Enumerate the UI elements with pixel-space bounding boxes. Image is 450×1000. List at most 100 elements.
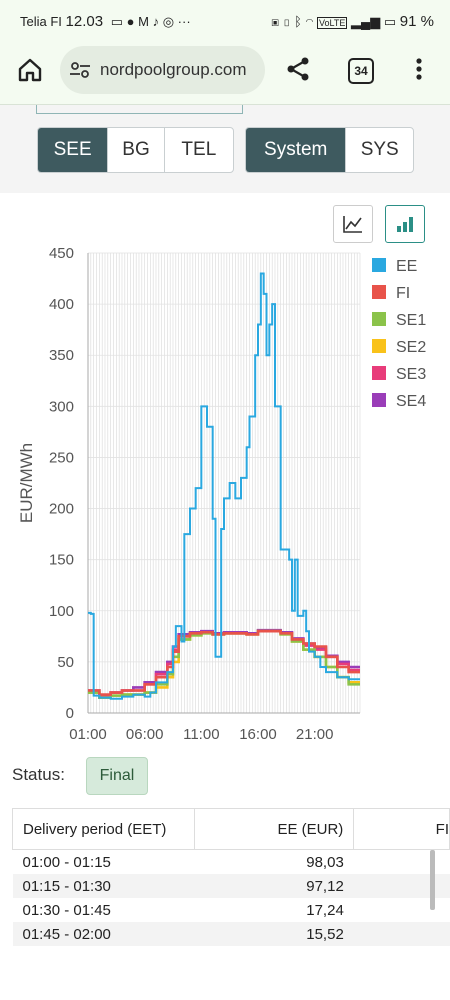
y-tick-label: 450 xyxy=(49,245,74,262)
legend-label-ee: EE xyxy=(396,258,417,275)
x-tick-label: 01:00 xyxy=(69,726,107,743)
bar-chart-icon xyxy=(397,217,413,232)
y-tick-label: 100 xyxy=(49,603,74,620)
price-chart-panel: 0 50 100 150 200 250 300 350 400 450 01:00 06:00 11:… xyxy=(0,193,450,753)
row-ee-price: 15,52 xyxy=(194,922,354,946)
table-row: 01:00 - 01:15 98,03 xyxy=(13,850,450,875)
notification-icons: ▭ ● M ♪ ◎ ··· xyxy=(111,14,191,29)
kebab-menu-icon xyxy=(416,58,422,80)
legend-label-se4: SE4 xyxy=(396,393,426,410)
series-line-fi xyxy=(88,629,360,696)
table-row: 01:15 - 01:30 97,12 xyxy=(12,874,450,898)
status-left: Telia FI 12.03 ▭ ● M ♪ ◎ ··· xyxy=(20,13,191,30)
more-icon: ··· xyxy=(177,14,191,29)
header-ee-eur[interactable]: EE (EUR) xyxy=(194,808,355,850)
table-header-row: Delivery period (EET) EE (EUR) FI xyxy=(11,808,450,850)
legend-swatch-se3 xyxy=(372,366,386,380)
y-tick-label: 300 xyxy=(49,398,74,415)
row-period: 01:00 - 01:15 xyxy=(22,853,111,871)
row-fi-price xyxy=(353,874,450,898)
url-text: nordpoolgroup.com xyxy=(100,60,247,79)
table-row: 01:45 - 02:00 15,52 xyxy=(12,922,450,946)
gmail-icon: M xyxy=(138,14,149,29)
tiktok-icon: ♪ xyxy=(152,14,160,29)
price-chart: 0 50 100 150 200 250 300 350 400 450 01:00 06:00 11:… xyxy=(17,245,426,743)
selector-panel: SEE BG TEL System SYS xyxy=(0,105,450,193)
y-tick-label: 400 xyxy=(49,296,74,313)
x-tick-label: 11:00 xyxy=(183,726,219,743)
table-row: 01:30 - 01:45 17,24 xyxy=(13,898,450,922)
view-system-button[interactable]: System xyxy=(246,128,347,172)
series-line-ee xyxy=(88,272,360,700)
x-tick-label: 16:00 xyxy=(239,726,277,743)
view-selector: System SYS xyxy=(245,127,414,173)
y-tick-label: 200 xyxy=(49,501,74,518)
carrier-label: Telia FI xyxy=(20,14,62,29)
row-period: 01:15 - 01:30 xyxy=(12,874,195,898)
y-tick-label: 350 xyxy=(49,347,74,364)
battery-percent: 91 % xyxy=(399,13,434,30)
wifi-icon: ◠ xyxy=(305,14,314,29)
browser-toolbar: nordpoolgroup.com 34 xyxy=(0,40,450,105)
row-period: 01:45 - 02:00 xyxy=(12,922,195,946)
line-chart-icon xyxy=(343,216,362,233)
home-icon xyxy=(18,58,42,82)
x-tick-label: 21:00 xyxy=(296,726,334,743)
home-button[interactable] xyxy=(14,54,46,86)
status-badge: Final xyxy=(86,757,148,795)
instagram-icon: ◎ xyxy=(162,14,175,29)
legend-swatch-se4 xyxy=(372,393,386,407)
bar-chart-button[interactable] xyxy=(385,205,425,243)
tab-switcher-button[interactable]: 34 xyxy=(348,58,374,84)
table-scrollbar[interactable] xyxy=(430,850,435,910)
status-right: ▣ ▯ ᛒ ◠ VoLTE ▂▄▆ ▭ 91 % xyxy=(271,13,434,30)
volte-icon: VoLTE xyxy=(317,17,348,29)
area-tel-button[interactable]: TEL xyxy=(181,139,217,160)
clock: 12.03 xyxy=(65,13,104,30)
y-tick-label: 250 xyxy=(49,449,74,466)
bluetooth-icon: ᛒ xyxy=(294,14,302,29)
row-period: 01:30 - 01:45 xyxy=(22,901,111,919)
signal-icon: ▂▄▆ xyxy=(351,14,381,29)
share-button[interactable] xyxy=(283,54,313,84)
row-ee-price: 17,24 xyxy=(306,901,344,919)
area-selector: SEE BG TEL xyxy=(37,127,234,173)
vibrate-icon: ▯ xyxy=(282,14,291,29)
line-chart-button[interactable] xyxy=(333,205,373,243)
menu-button[interactable] xyxy=(408,54,430,84)
legend-label-se1: SE1 xyxy=(396,312,426,329)
legend-swatch-ee xyxy=(372,258,386,272)
legend-swatch-fi xyxy=(372,285,386,299)
row-ee-price: 98,03 xyxy=(306,853,344,871)
legend-label-se2: SE2 xyxy=(396,339,426,356)
y-tick-label: 150 xyxy=(49,552,74,569)
address-bar[interactable]: nordpoolgroup.com xyxy=(60,46,265,94)
y-tick-label: 0 xyxy=(66,705,74,722)
row-ee-price: 97,12 xyxy=(194,874,354,898)
area-bg-button[interactable]: BG xyxy=(108,128,165,172)
header-delivery-period[interactable]: Delivery period (EET) xyxy=(11,808,196,850)
price-table: Delivery period (EET) EE (EUR) FI 01:00 … xyxy=(11,808,450,946)
battery-icon: ▭ xyxy=(383,14,397,29)
message-icon: ▭ xyxy=(110,14,123,29)
x-tick-label: 06:00 xyxy=(126,726,164,743)
legend-label-fi: FI xyxy=(396,285,410,302)
site-settings-icon xyxy=(70,62,90,78)
nfc-icon: ▣ xyxy=(271,14,280,29)
system-status-bar: Telia FI 12.03 ▭ ● M ♪ ◎ ··· ▣ ▯ ᛒ ◠ VoL… xyxy=(0,0,450,40)
previous-control-stub xyxy=(36,105,243,114)
share-icon xyxy=(287,57,309,81)
row-fi-price xyxy=(354,850,450,875)
legend-label-se3: SE3 xyxy=(396,366,426,383)
area-see-button[interactable]: SEE xyxy=(38,128,109,172)
header-fi[interactable]: FI xyxy=(353,808,450,850)
legend-swatch-se2 xyxy=(372,339,386,353)
legend-swatch-se1 xyxy=(372,312,386,326)
row-fi-price xyxy=(353,922,450,946)
y-tick-label: 50 xyxy=(57,654,74,671)
view-sys-button[interactable]: SYS xyxy=(360,139,399,160)
facebook-icon: ● xyxy=(126,14,135,29)
row-fi-price xyxy=(354,898,450,922)
status-label: Status: xyxy=(12,765,65,784)
y-axis-label: EUR/MWh xyxy=(17,443,36,523)
